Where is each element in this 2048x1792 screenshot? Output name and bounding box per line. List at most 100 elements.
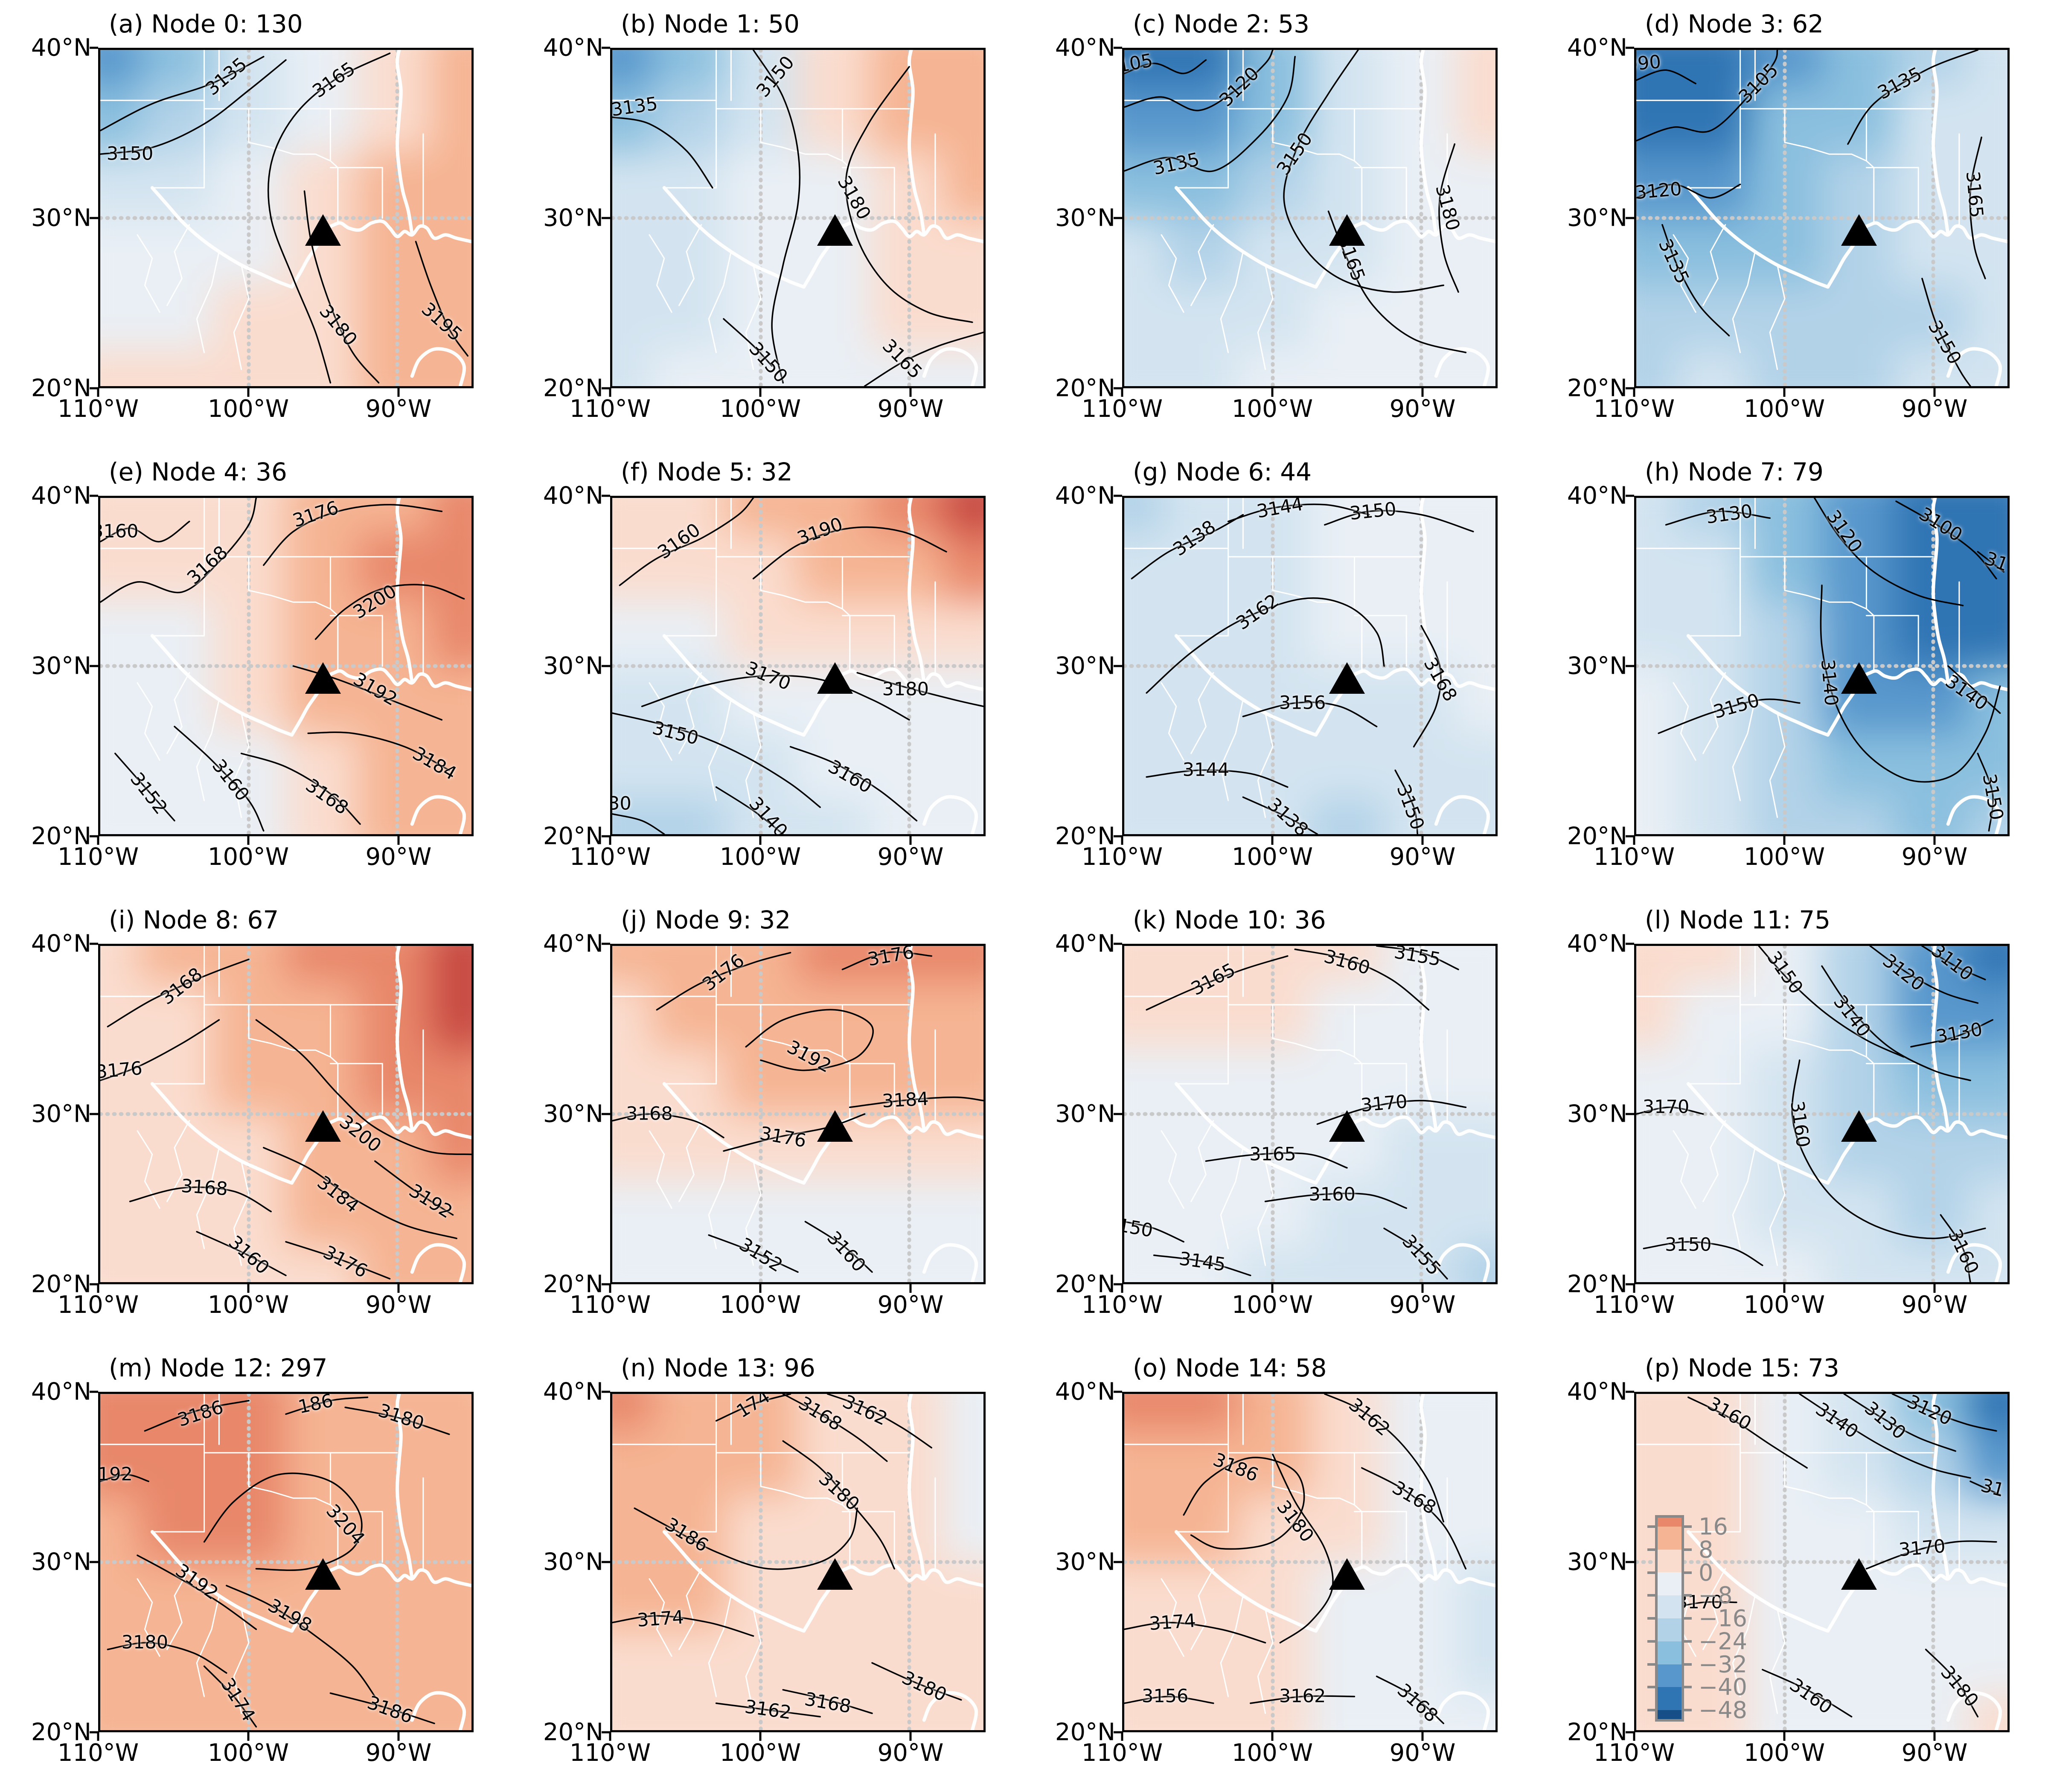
shading-cell	[1456, 732, 1495, 798]
y-axis-tick	[602, 47, 610, 49]
y-tick-label-30n: 30°N	[31, 652, 91, 680]
shading-cell	[797, 1180, 871, 1246]
x-tick-label-90w: 90°W	[877, 1291, 944, 1319]
height-contour-line	[316, 585, 464, 639]
state-border	[1273, 1039, 1354, 1057]
contour-label: 192	[98, 1463, 133, 1485]
y-tick-label-40n: 40°N	[1055, 930, 1115, 958]
colorbar-tick-label: 0	[1699, 1559, 1713, 1586]
shading-cell	[612, 732, 652, 798]
shading-cell	[1124, 50, 1164, 86]
height-contour-line	[1763, 1670, 1852, 1716]
site-marker-triangle	[1329, 1110, 1365, 1142]
shading-cell	[1456, 152, 1495, 218]
shading-cell	[100, 50, 140, 86]
shading-cell	[140, 1562, 213, 1628]
y-axis-tick	[602, 217, 610, 219]
coastline	[924, 1245, 976, 1282]
shading-cell	[1676, 1246, 1749, 1282]
plot-area: 3130 3120 3100 31 3140 3140 3150 3150 40°N 30°N…	[1567, 482, 2010, 871]
panel-title: (g) Node 6: 44	[1133, 457, 1312, 486]
coastline	[152, 636, 292, 735]
height-contour-line	[345, 1408, 449, 1434]
height-contour-line	[115, 753, 175, 821]
x-axis-tick	[247, 836, 250, 845]
shading-cell	[1456, 284, 1495, 350]
state-border	[1191, 1121, 1213, 1201]
shading-cell	[432, 1562, 471, 1628]
height-contour-line	[1146, 598, 1384, 693]
coastline	[1421, 946, 1436, 1131]
x-axis-tick	[1271, 1284, 1274, 1293]
shading-cell	[612, 600, 652, 666]
x-tick-label-100w: 100°W	[207, 1291, 289, 1319]
shading-cell	[100, 982, 140, 1048]
state-border	[746, 1609, 761, 1713]
shading-cell	[652, 1114, 725, 1180]
y-tick-label-20n: 20°N	[543, 374, 603, 402]
contour-label: 3120	[1634, 178, 1683, 204]
coastline	[412, 1693, 464, 1730]
y-axis-tick	[1114, 387, 1122, 390]
shading-cell	[612, 1394, 652, 1430]
colorbar-segment	[1657, 1526, 1682, 1550]
map-panel: (o) Node 14: 58 3162 3186 3180 3168 3174 3156…	[1024, 1344, 1536, 1792]
shading-cell	[432, 600, 471, 666]
shading-cell	[871, 1694, 944, 1730]
map-panel: (b) Node 1: 50 3135 3150 3180 3150 3165 40°N…	[512, 0, 1024, 448]
colorbar-tick	[1647, 1640, 1658, 1643]
height-contour-line	[1414, 625, 1441, 747]
x-tick-label-100w: 100°W	[207, 395, 289, 423]
shading-cell	[612, 50, 652, 86]
contour-label: 3156	[1279, 692, 1326, 714]
height-contour-line	[620, 498, 753, 585]
coastline	[1436, 1245, 1488, 1282]
x-axis-tick	[1421, 836, 1424, 845]
height-contour-line	[1870, 946, 1978, 1003]
y-tick-label-40n: 40°N	[1055, 482, 1115, 510]
y-tick-label-20n: 20°N	[543, 1270, 603, 1298]
shading-cell	[140, 798, 213, 834]
y-axis-tick	[602, 1283, 610, 1286]
height-contour-line	[1911, 1020, 1993, 1047]
y-axis-tick	[90, 387, 98, 390]
coastline	[1436, 349, 1488, 386]
y-tick-label-20n: 20°N	[1567, 822, 1627, 850]
y-axis-tick	[1114, 1561, 1122, 1563]
state-border	[197, 700, 219, 800]
height-contour-line	[1922, 946, 1985, 980]
shading-cell	[1164, 982, 1237, 1048]
state-border	[761, 1039, 842, 1057]
shading-cell	[285, 600, 359, 666]
y-tick-label-40n: 40°N	[1567, 482, 1627, 510]
shading-cell	[1636, 798, 1676, 834]
shading-cell	[871, 1246, 944, 1282]
shading-cell	[1636, 86, 1676, 152]
height-contour-line	[1124, 57, 1295, 172]
shading-cell	[652, 1246, 725, 1282]
shading-cell	[652, 600, 725, 666]
state-border	[1161, 683, 1184, 760]
shading-cell	[1968, 1114, 2007, 1180]
coastline	[924, 349, 976, 386]
shading-cell	[1124, 1694, 1164, 1730]
shading-cell	[797, 1430, 871, 1496]
x-axis-tick	[1783, 1284, 1786, 1293]
shading-cell	[652, 218, 725, 284]
coastline	[397, 1394, 412, 1579]
coastline	[1176, 1084, 1316, 1183]
x-tick-label-110w: 110°W	[569, 1739, 651, 1767]
shading-cell	[871, 1394, 944, 1430]
panel-title: (c) Node 2: 53	[1133, 9, 1310, 38]
height-contour-line	[227, 1585, 375, 1696]
shading-cell	[140, 50, 213, 86]
y-axis-tick	[1626, 835, 1634, 838]
height-contour-line	[1325, 511, 1473, 532]
map-panel: (j) Node 9: 32 3176 3176 3192 3168 3176 3184 3…	[512, 896, 1024, 1344]
shading-cell	[652, 1394, 725, 1430]
state-border	[197, 252, 219, 352]
height-contour-line	[264, 1148, 457, 1239]
shading-cell	[1636, 498, 1676, 534]
shading-cell	[1124, 666, 1164, 732]
state-border	[709, 1148, 731, 1248]
